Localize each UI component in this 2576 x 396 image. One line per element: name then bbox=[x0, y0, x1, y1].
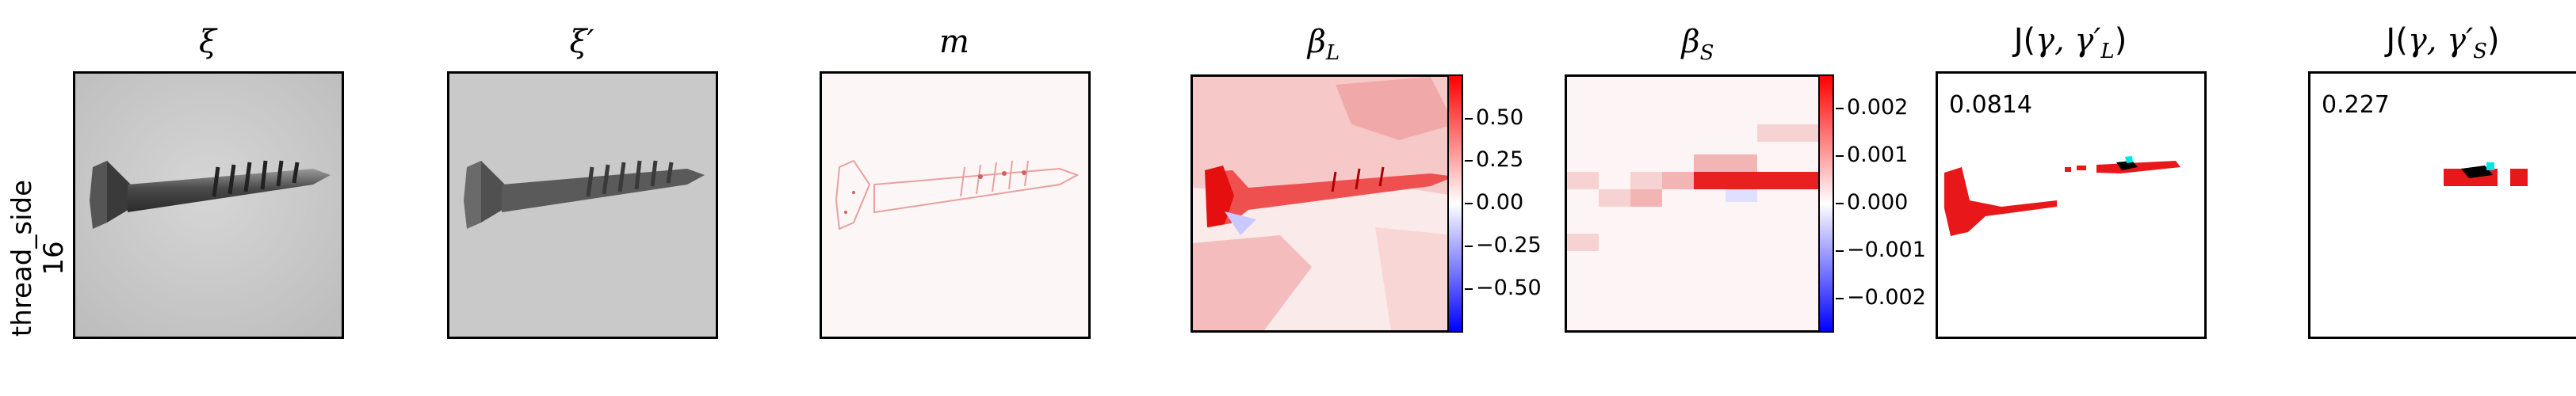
panel-title-m: m bbox=[939, 24, 969, 60]
panel-title-xi-prime: ξ′ bbox=[569, 24, 594, 60]
overlap-map-s bbox=[2444, 162, 2528, 186]
jaccard-score-l: 0.0814 bbox=[1949, 91, 2032, 119]
colorbar-s-tick: 0.000 bbox=[1835, 190, 1909, 215]
colorbar-l-tick: 0.00 bbox=[1464, 190, 1524, 215]
row-label-category: thread_side bbox=[6, 179, 38, 337]
panel-title-xi: ξ bbox=[198, 24, 217, 60]
colorbar-beta-s bbox=[1818, 74, 1834, 333]
image-panel-overlap-l: 0.0814 bbox=[1936, 71, 2207, 339]
colorbar-l-tick: −0.25 bbox=[1465, 233, 1542, 257]
jaccard-score-s: 0.227 bbox=[2322, 91, 2390, 119]
mask-heatmap bbox=[822, 74, 1088, 337]
colorbar-l-tick: 0.25 bbox=[1464, 147, 1524, 172]
image-panel-beta-l bbox=[1191, 74, 1457, 333]
colorbar-s-tick: −0.002 bbox=[1836, 285, 1926, 310]
screw-image-original bbox=[75, 74, 342, 337]
image-panel-reconstruction bbox=[447, 71, 718, 339]
image-panel-mask bbox=[820, 71, 1091, 339]
panel-title-beta-l: βL bbox=[1307, 24, 1340, 65]
beta-l-heatmap bbox=[1193, 77, 1454, 330]
beta-s-heatmap bbox=[1567, 77, 1824, 330]
row-label-index: 16 bbox=[38, 241, 70, 276]
image-panel-overlap-s: 0.227 bbox=[2308, 71, 2576, 339]
overlap-map-l bbox=[1944, 156, 2180, 236]
screw-image-reconstruction bbox=[449, 74, 716, 337]
image-panel-beta-s bbox=[1565, 74, 1826, 333]
colorbar-l-tick: 0.50 bbox=[1464, 105, 1524, 130]
panel-title-beta-s: βS bbox=[1681, 24, 1714, 65]
colorbar-s-tick: 0.002 bbox=[1835, 95, 1909, 120]
image-panel-original bbox=[73, 71, 344, 339]
row-label: thread_side 16 bbox=[6, 171, 70, 345]
panel-title-j-l: J(γ, γ′L) bbox=[2013, 22, 2127, 63]
colorbar-s-tick: −0.001 bbox=[1836, 238, 1926, 262]
colorbar-beta-l bbox=[1447, 74, 1463, 333]
panel-title-j-s: J(γ, γ′S) bbox=[2386, 22, 2500, 63]
colorbar-l-tick: −0.50 bbox=[1465, 276, 1542, 300]
colorbar-s-tick: 0.001 bbox=[1835, 143, 1909, 167]
